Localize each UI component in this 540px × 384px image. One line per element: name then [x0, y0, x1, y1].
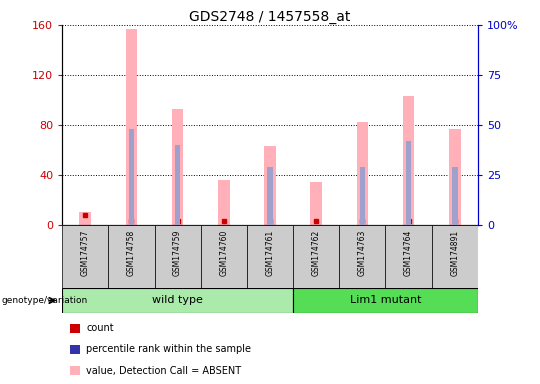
FancyBboxPatch shape: [293, 288, 478, 313]
Text: GSM174759: GSM174759: [173, 230, 182, 276]
Text: GSM174757: GSM174757: [80, 230, 90, 276]
Text: wild type: wild type: [152, 295, 203, 306]
Text: percentile rank within the sample: percentile rank within the sample: [86, 344, 252, 354]
Text: GSM174760: GSM174760: [219, 230, 228, 276]
FancyBboxPatch shape: [62, 225, 109, 288]
Text: GSM174762: GSM174762: [312, 230, 321, 276]
FancyBboxPatch shape: [70, 324, 80, 333]
Text: Lim1 mutant: Lim1 mutant: [350, 295, 421, 306]
Bar: [267, 167, 273, 225]
FancyBboxPatch shape: [339, 225, 386, 288]
Bar: [264, 146, 276, 225]
Text: GSM174891: GSM174891: [450, 230, 460, 276]
Bar: [360, 167, 365, 225]
Bar: [356, 122, 368, 225]
Text: GSM174763: GSM174763: [358, 230, 367, 276]
Text: GDS2748 / 1457558_at: GDS2748 / 1457558_at: [190, 10, 350, 23]
Text: count: count: [86, 323, 114, 333]
Bar: [175, 145, 180, 225]
Text: value, Detection Call = ABSENT: value, Detection Call = ABSENT: [86, 366, 241, 376]
Bar: [310, 182, 322, 225]
Bar: [129, 129, 134, 225]
FancyBboxPatch shape: [386, 225, 431, 288]
Bar: [452, 167, 457, 225]
FancyBboxPatch shape: [70, 366, 80, 375]
Text: GSM174761: GSM174761: [266, 230, 274, 276]
Bar: [406, 141, 411, 225]
FancyBboxPatch shape: [293, 225, 339, 288]
FancyBboxPatch shape: [247, 225, 293, 288]
Bar: [218, 180, 230, 225]
FancyBboxPatch shape: [70, 345, 80, 354]
FancyBboxPatch shape: [109, 225, 154, 288]
FancyBboxPatch shape: [154, 225, 201, 288]
Bar: [172, 109, 184, 225]
Bar: [449, 129, 461, 225]
FancyBboxPatch shape: [431, 225, 478, 288]
FancyBboxPatch shape: [62, 288, 293, 313]
Text: GSM174758: GSM174758: [127, 230, 136, 276]
Text: genotype/variation: genotype/variation: [1, 296, 87, 305]
Bar: [403, 96, 414, 225]
Text: GSM174764: GSM174764: [404, 230, 413, 276]
Bar: [79, 212, 91, 225]
FancyBboxPatch shape: [201, 225, 247, 288]
Bar: [126, 29, 137, 225]
